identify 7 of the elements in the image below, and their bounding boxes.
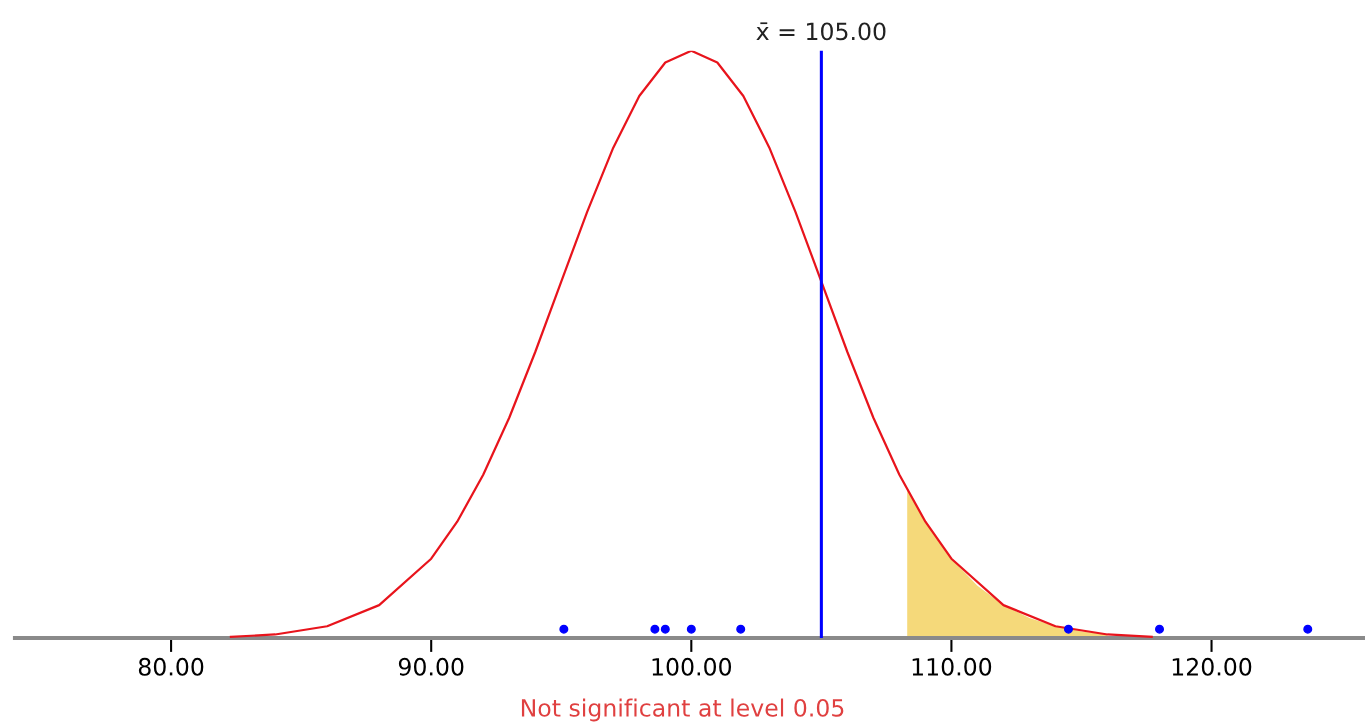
x-tick-label: 80.00 xyxy=(138,657,204,676)
text: Not significant at level 0.05 xyxy=(521,698,844,722)
x-tick-label: 90.00 xyxy=(398,657,464,676)
x-tick-label: 100.00 xyxy=(652,657,732,676)
ref-line-label: x̄ = 105.00 xyxy=(756,22,886,41)
x-tick-label: 120.00 xyxy=(1172,657,1252,676)
x-tick-label: 110.00 xyxy=(912,657,992,676)
